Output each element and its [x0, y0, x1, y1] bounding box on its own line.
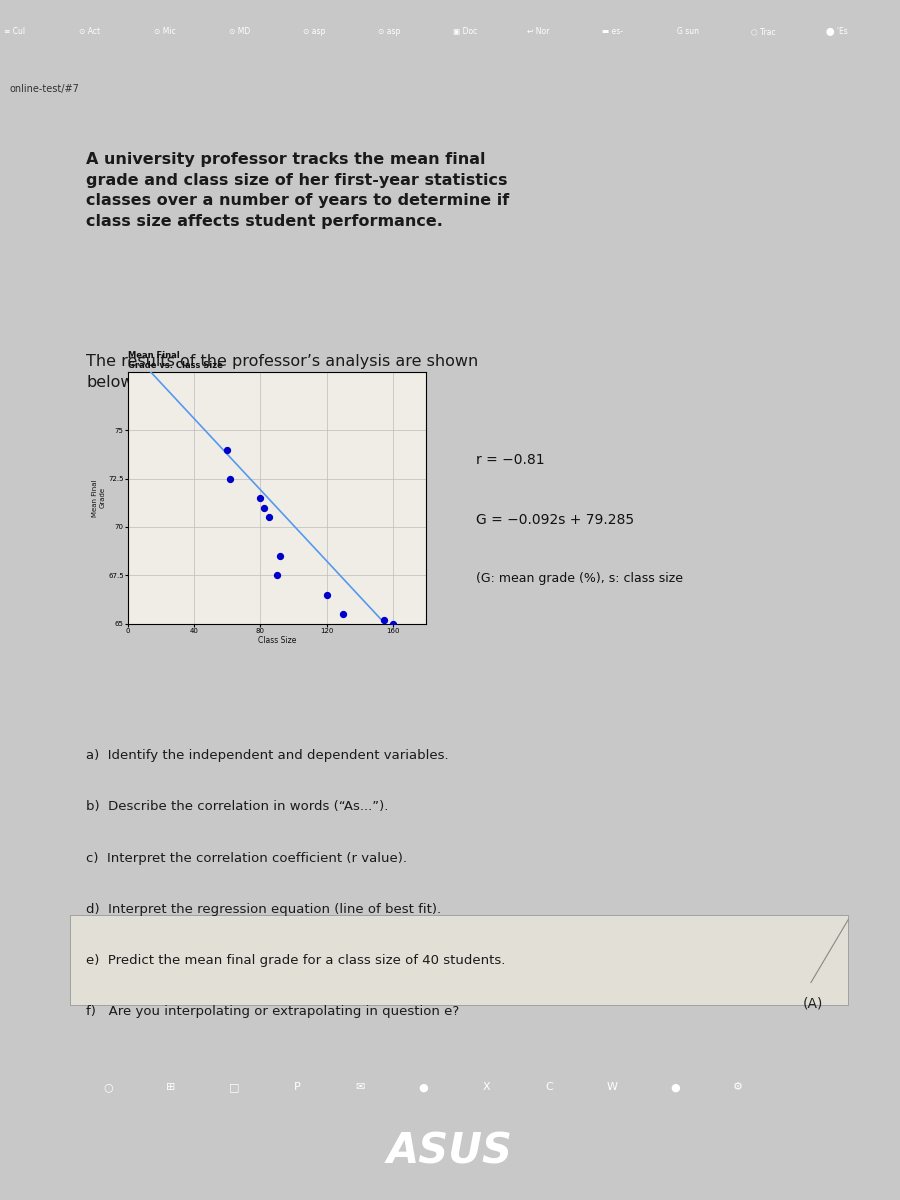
- Text: a)  Identify the independent and dependent variables.: a) Identify the independent and dependen…: [86, 749, 449, 762]
- Text: ASUS: ASUS: [387, 1130, 513, 1174]
- Point: [336, 605, 350, 624]
- Point: [256, 498, 271, 517]
- Text: ⬤ 'Es: ⬤ 'Es: [826, 28, 848, 36]
- Text: ✉: ✉: [356, 1082, 364, 1092]
- Text: ≡ Cul: ≡ Cul: [4, 28, 25, 36]
- Text: ⊙ MD: ⊙ MD: [229, 28, 250, 36]
- Text: W: W: [607, 1082, 617, 1092]
- Text: ⊙ Mic: ⊙ Mic: [154, 28, 176, 36]
- Text: The results of the professor’s analysis are shown
below.: The results of the professor’s analysis …: [86, 354, 479, 390]
- Text: □: □: [229, 1082, 239, 1092]
- Point: [385, 614, 400, 634]
- Text: r = −0.81: r = −0.81: [475, 452, 544, 467]
- Text: e)  Predict the mean final grade for a class size of 40 students.: e) Predict the mean final grade for a cl…: [86, 954, 506, 967]
- Text: G sun: G sun: [677, 28, 698, 36]
- X-axis label: Class Size: Class Size: [257, 636, 296, 646]
- Point: [253, 488, 267, 508]
- Text: C: C: [545, 1082, 553, 1092]
- Text: ●: ●: [670, 1082, 680, 1092]
- Text: ▣ Doc: ▣ Doc: [453, 28, 477, 36]
- Text: b)  Describe the correlation in words (“As...”).: b) Describe the correlation in words (“A…: [86, 800, 389, 814]
- Text: ⊙ Act: ⊙ Act: [79, 28, 100, 36]
- Text: (A): (A): [803, 996, 824, 1010]
- Text: d)  Interpret the regression equation (line of best fit).: d) Interpret the regression equation (li…: [86, 902, 442, 916]
- FancyBboxPatch shape: [70, 916, 848, 1006]
- Text: ●: ●: [418, 1082, 427, 1092]
- Text: Mean Final
Grade vs. Class Size: Mean Final Grade vs. Class Size: [128, 350, 222, 370]
- Point: [220, 440, 234, 460]
- Y-axis label: Mean Final
Grade: Mean Final Grade: [92, 479, 105, 517]
- Text: ▬ es-: ▬ es-: [602, 28, 623, 36]
- Text: ↩ Nor: ↩ Nor: [527, 28, 550, 36]
- Text: A university professor tracks the mean final
grade and class size of her first-y: A university professor tracks the mean f…: [86, 152, 509, 228]
- Text: X: X: [482, 1082, 490, 1092]
- Text: ⚙: ⚙: [733, 1082, 743, 1092]
- Text: P: P: [293, 1082, 301, 1092]
- Text: ○: ○: [104, 1082, 112, 1092]
- Text: G = −0.092s + 79.285: G = −0.092s + 79.285: [475, 514, 634, 527]
- Text: ⊙ asp: ⊙ asp: [378, 28, 400, 36]
- Point: [270, 565, 284, 584]
- Text: ⊙ asp: ⊙ asp: [303, 28, 326, 36]
- Text: (G: mean grade (%), s: class size: (G: mean grade (%), s: class size: [475, 572, 682, 586]
- Text: online-test/#7: online-test/#7: [9, 84, 79, 95]
- Point: [320, 584, 334, 604]
- Text: c)  Interpret the correlation coefficient (r value).: c) Interpret the correlation coefficient…: [86, 852, 408, 864]
- Point: [223, 469, 238, 488]
- Point: [273, 546, 287, 565]
- Text: ⬡ Trac: ⬡ Trac: [752, 28, 776, 36]
- Point: [261, 508, 275, 527]
- Text: ⊞: ⊞: [166, 1082, 176, 1092]
- Point: [377, 610, 392, 629]
- Text: f)   Are you interpolating or extrapolating in question e?: f) Are you interpolating or extrapolatin…: [86, 1006, 460, 1018]
